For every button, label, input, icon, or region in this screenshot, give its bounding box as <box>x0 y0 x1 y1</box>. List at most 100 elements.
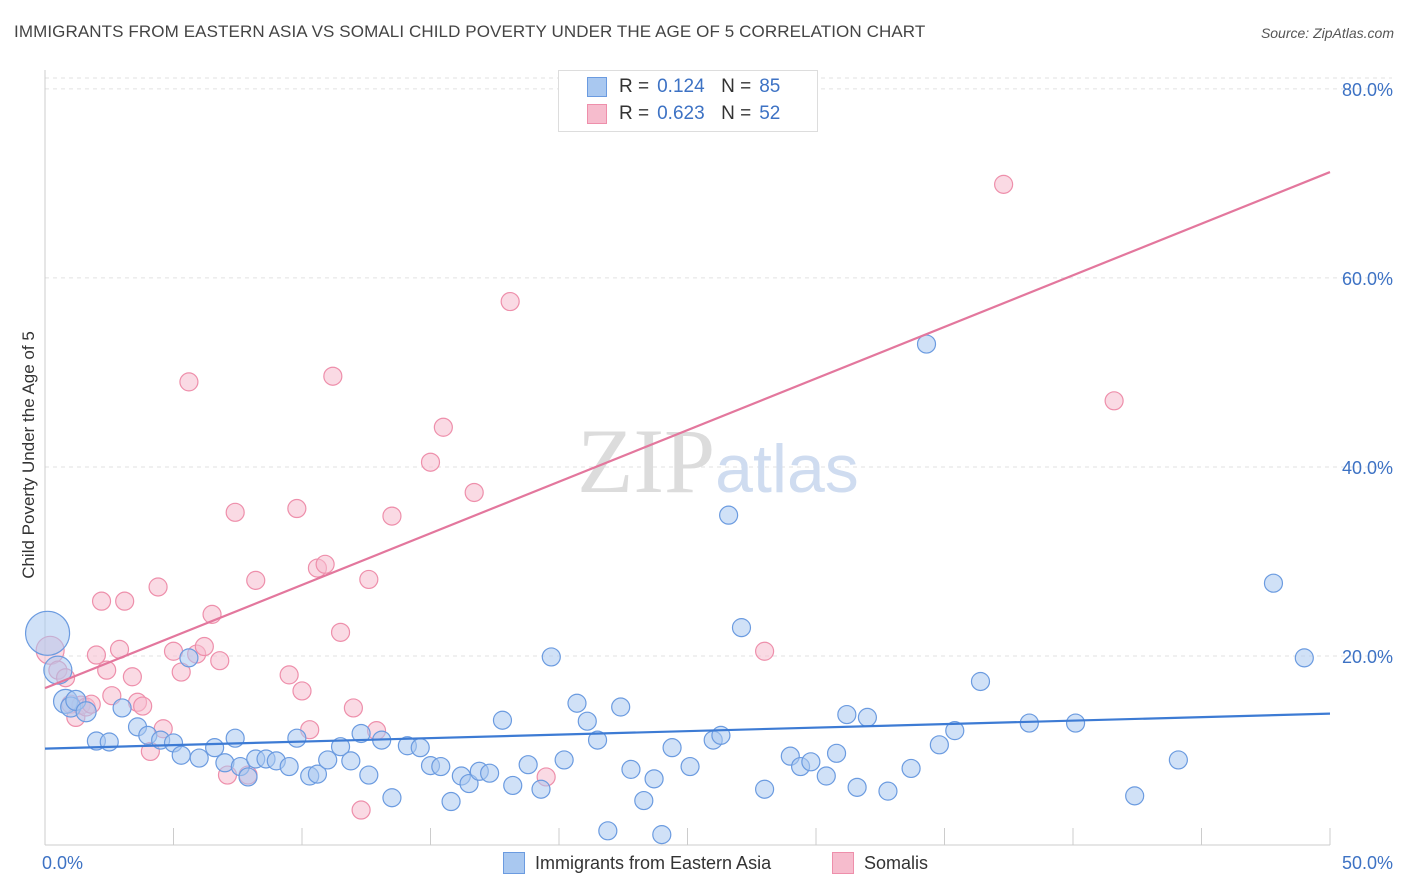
bottom-legend-label: Immigrants from Eastern Asia <box>535 852 772 873</box>
data-point-somalis <box>115 591 135 611</box>
data-point-somalis <box>246 570 266 590</box>
legend-r-label: R = <box>619 103 650 124</box>
data-point-eastern-asia <box>847 777 867 797</box>
data-point-eastern-asia <box>598 821 618 841</box>
data-point-somalis <box>287 498 307 519</box>
x-tick-label: 0.0% <box>42 853 83 873</box>
legend-n-label: N = <box>721 76 752 97</box>
data-point-eastern-asia <box>577 711 597 731</box>
data-point-eastern-asia <box>410 738 430 758</box>
data-point-somalis <box>359 569 379 590</box>
data-point-eastern-asia <box>621 759 641 779</box>
data-point-eastern-asia <box>1168 750 1188 770</box>
data-point-somalis <box>292 681 312 701</box>
data-point-somalis <box>122 667 142 687</box>
data-point-eastern-asia <box>359 765 379 785</box>
x-tick-label: 50.0% <box>1342 853 1393 873</box>
legend-r-value: 0.124 <box>657 76 705 97</box>
legend-swatch-blue <box>587 77 607 97</box>
data-point-somalis <box>343 698 363 718</box>
bottom-legend-somalis: Somalis <box>832 852 928 874</box>
data-point-eastern-asia <box>492 710 513 730</box>
data-point-eastern-asia <box>480 763 500 783</box>
data-point-somalis <box>382 506 402 526</box>
data-point-eastern-asia <box>1263 573 1284 593</box>
data-point-eastern-asia <box>731 618 752 638</box>
y-tick-label: 80.0% <box>1342 80 1393 100</box>
data-point-eastern-asia <box>1125 786 1145 806</box>
data-point-eastern-asia <box>382 788 402 808</box>
y-tick-label: 40.0% <box>1342 458 1393 478</box>
legend-r-label: R = <box>619 76 650 97</box>
y-tick-label: 20.0% <box>1342 647 1393 667</box>
watermark-atlas: atlas <box>715 431 859 507</box>
data-point-somalis <box>315 554 335 574</box>
data-point-eastern-asia <box>287 728 307 748</box>
legend-box: R = 0.124 N = 85 R = 0.623 N = 52 <box>558 70 818 132</box>
data-point-somalis <box>86 645 107 665</box>
data-point-somalis <box>91 591 112 611</box>
data-point-eastern-asia <box>1065 713 1086 733</box>
data-point-eastern-asia <box>945 721 965 741</box>
data-point-eastern-asia <box>330 737 351 757</box>
data-point-somalis <box>330 622 351 642</box>
data-point-somalis <box>420 452 441 472</box>
data-point-somalis <box>351 800 371 820</box>
data-point-somalis <box>323 366 343 386</box>
data-point-eastern-asia <box>24 610 71 656</box>
bottom-legend-swatch-blue <box>503 852 525 874</box>
data-point-eastern-asia <box>541 647 561 667</box>
bottom-legend-eastern-asia: Immigrants from Eastern Asia <box>503 852 771 874</box>
data-point-eastern-asia <box>878 781 898 801</box>
data-point-eastern-asia <box>826 743 847 763</box>
watermark-zip: ZIP <box>577 410 715 512</box>
data-point-eastern-asia <box>179 648 199 668</box>
data-point-somalis <box>179 372 199 392</box>
data-point-somalis <box>225 502 245 522</box>
data-point-eastern-asia <box>307 764 328 784</box>
legend-n-value: 85 <box>759 76 781 97</box>
legend-n-label: N = <box>721 103 752 124</box>
data-point-somalis <box>464 482 484 503</box>
trendline-somalis <box>44 171 1331 690</box>
legend-row-eastern-asia: R = 0.124 N = 85 <box>587 75 780 99</box>
data-point-eastern-asia <box>1294 648 1314 668</box>
data-point-somalis <box>194 636 214 657</box>
data-point-eastern-asia <box>279 756 299 777</box>
data-point-eastern-asia <box>567 693 587 713</box>
legend-swatch-pink <box>587 104 607 124</box>
data-point-eastern-asia <box>518 755 538 775</box>
data-point-eastern-asia <box>531 779 551 799</box>
series-eastern-asia <box>24 334 1314 845</box>
axes <box>44 70 1331 846</box>
legend-r-value: 0.623 <box>657 103 705 124</box>
data-point-somalis <box>133 696 153 716</box>
data-point-eastern-asia <box>680 756 700 777</box>
data-point-eastern-asia <box>652 825 672 845</box>
tick-labels: 20.0% 40.0% 60.0% 80.0% 0.0% 50.0% <box>42 80 1393 873</box>
watermark: ZIPatlas <box>577 410 859 512</box>
data-point-eastern-asia <box>75 701 97 723</box>
data-point-eastern-asia <box>816 766 836 786</box>
data-point-eastern-asia <box>99 732 119 752</box>
data-point-eastern-asia <box>970 671 991 692</box>
data-point-eastern-asia <box>238 767 258 787</box>
data-point-eastern-asia <box>189 748 209 768</box>
trendline-eastern-asia <box>44 712 1331 750</box>
trendlines <box>44 171 1331 750</box>
data-point-eastern-asia <box>441 791 461 812</box>
data-point-somalis <box>433 417 453 437</box>
y-tick-label: 60.0% <box>1342 269 1393 289</box>
bottom-legend-swatch-pink <box>832 852 854 874</box>
data-point-eastern-asia <box>341 751 361 771</box>
data-point-eastern-asia <box>929 735 949 755</box>
data-point-somalis <box>500 291 520 312</box>
data-point-eastern-asia <box>837 704 857 725</box>
legend-row-somalis: R = 0.623 N = 52 <box>587 102 780 126</box>
data-point-eastern-asia <box>112 698 132 718</box>
data-point-eastern-asia <box>171 745 191 765</box>
data-point-eastern-asia <box>351 723 371 744</box>
data-point-eastern-asia <box>503 775 523 796</box>
data-point-eastern-asia <box>901 758 921 779</box>
